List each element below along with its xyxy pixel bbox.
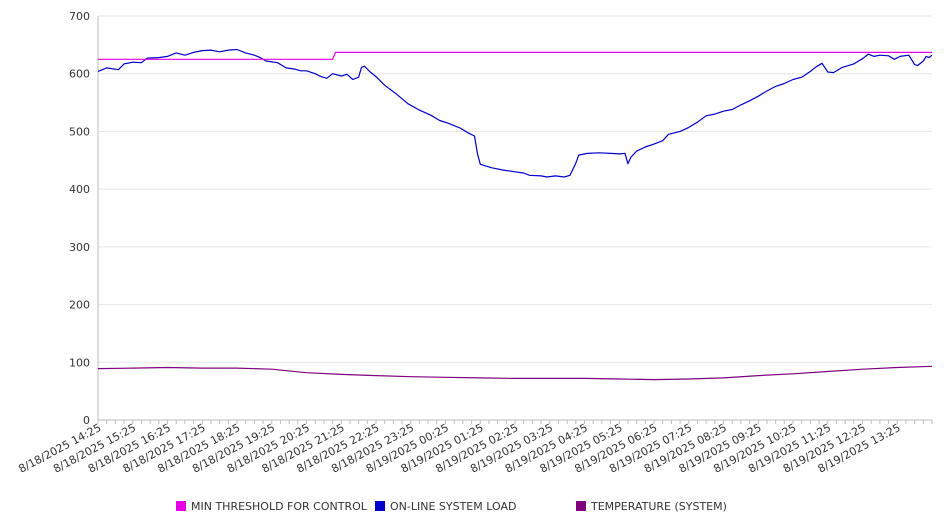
legend: MIN THRESHOLD FOR CONTROL ON-LINE SYSTEM… [0,496,946,516]
series-line-temperature [97,365,933,381]
legend-label-temperature: TEMPERATURE (SYSTEM) [591,499,727,513]
line-chart: 0 100 200 300 400 500 600 700 8/18/2025 14:258/… [16,10,933,476]
y-tick-label: 0 [83,414,90,427]
y-tick-label: 700 [69,10,90,23]
y-tick-label: 200 [69,299,90,312]
y-tick-label: 300 [69,241,90,254]
legend-swatch-threshold [176,501,186,511]
legend-item-threshold[interactable]: MIN THRESHOLD FOR CONTROL [176,496,367,516]
legend-swatch-temperature [576,501,586,511]
legend-item-temperature[interactable]: TEMPERATURE (SYSTEM) [576,496,727,516]
legend-item-system-load[interactable]: ON-LINE SYSTEM LOAD [375,496,516,516]
legend-label-system-load: ON-LINE SYSTEM LOAD [390,499,517,513]
series-lines [97,48,933,381]
y-tick-label: 500 [69,125,90,138]
series-line-system-load [97,48,933,178]
y-tick-label: 100 [69,356,90,369]
y-tick-label: 600 [69,68,90,81]
x-axis-ticks: 8/18/2025 14:258/18/2025 15:258/18/2025 … [16,421,902,475]
gridlines [98,15,932,421]
series-line-threshold [98,51,932,60]
axes [97,16,933,424]
y-axis-ticks: 0 100 200 300 400 500 600 700 [69,10,90,427]
legend-label-threshold: MIN THRESHOLD FOR CONTROL [191,499,367,513]
legend-swatch-system-load [375,501,385,511]
y-tick-label: 400 [69,183,90,196]
